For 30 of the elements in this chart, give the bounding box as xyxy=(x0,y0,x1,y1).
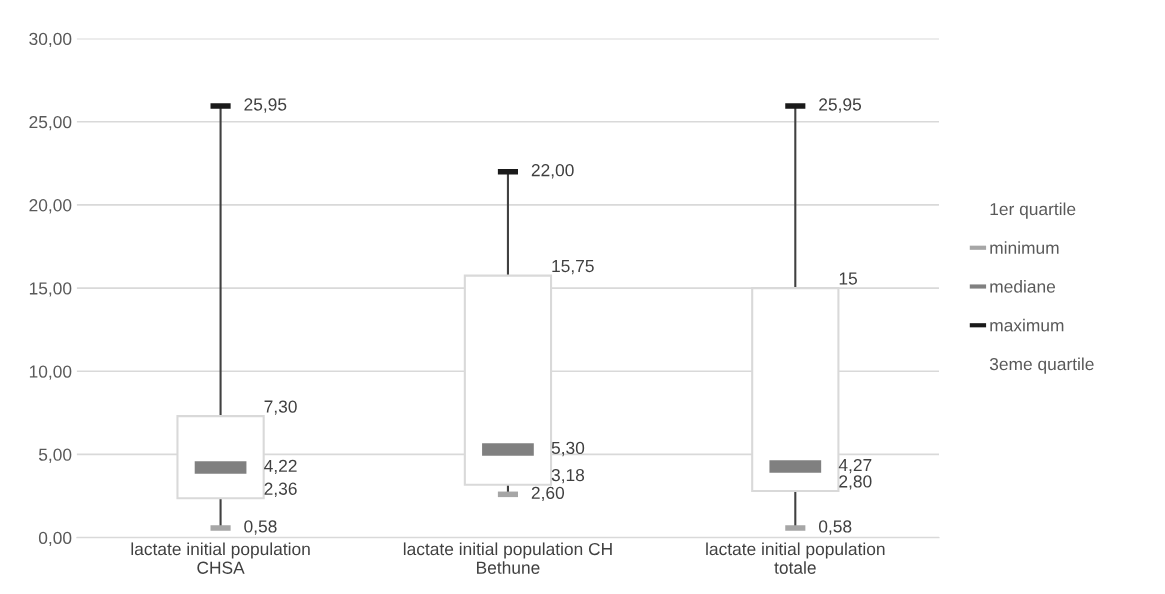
y-tick-label: 30,00 xyxy=(29,32,72,48)
y-tick-label: 20,00 xyxy=(29,199,72,214)
text: 3eme quartile xyxy=(989,357,1094,374)
text: 15 xyxy=(839,272,857,285)
x-tick-label: lactate initial population totale xyxy=(706,542,885,574)
y-tick-label: 5,00 xyxy=(38,448,72,463)
x-tick-label: lactate initial population CHSA xyxy=(131,542,310,574)
legend-label: minimum xyxy=(990,241,1059,254)
text: 2,60 xyxy=(531,486,565,502)
legend-label: maximum xyxy=(990,318,1064,332)
y-tick-label: 15,00 xyxy=(29,282,72,297)
x-tick-label: lactate initial population CH Bethune xyxy=(403,542,612,574)
legend-label: mediane xyxy=(990,280,1056,293)
text: 0,58 xyxy=(244,520,277,535)
text: 0,58 xyxy=(818,520,852,535)
text: 25,95 xyxy=(244,98,287,113)
text: 4,27 xyxy=(838,458,872,474)
y-tick-label: 10,00 xyxy=(29,365,72,380)
text: 4,22 xyxy=(264,459,297,475)
text: 1er quartile xyxy=(990,202,1076,219)
y-tick-label: 0,00 xyxy=(38,531,72,547)
y-tick-label: 25,00 xyxy=(29,115,72,131)
text: 2,80 xyxy=(839,475,872,490)
text: 22,00 xyxy=(531,164,574,179)
text: 15,75 xyxy=(552,260,594,275)
text: 25,95 xyxy=(819,98,862,113)
text: 2,36 xyxy=(264,482,297,497)
text: 3,18 xyxy=(551,468,585,484)
text: 5,30 xyxy=(551,441,585,457)
text: 7,30 xyxy=(264,400,297,415)
